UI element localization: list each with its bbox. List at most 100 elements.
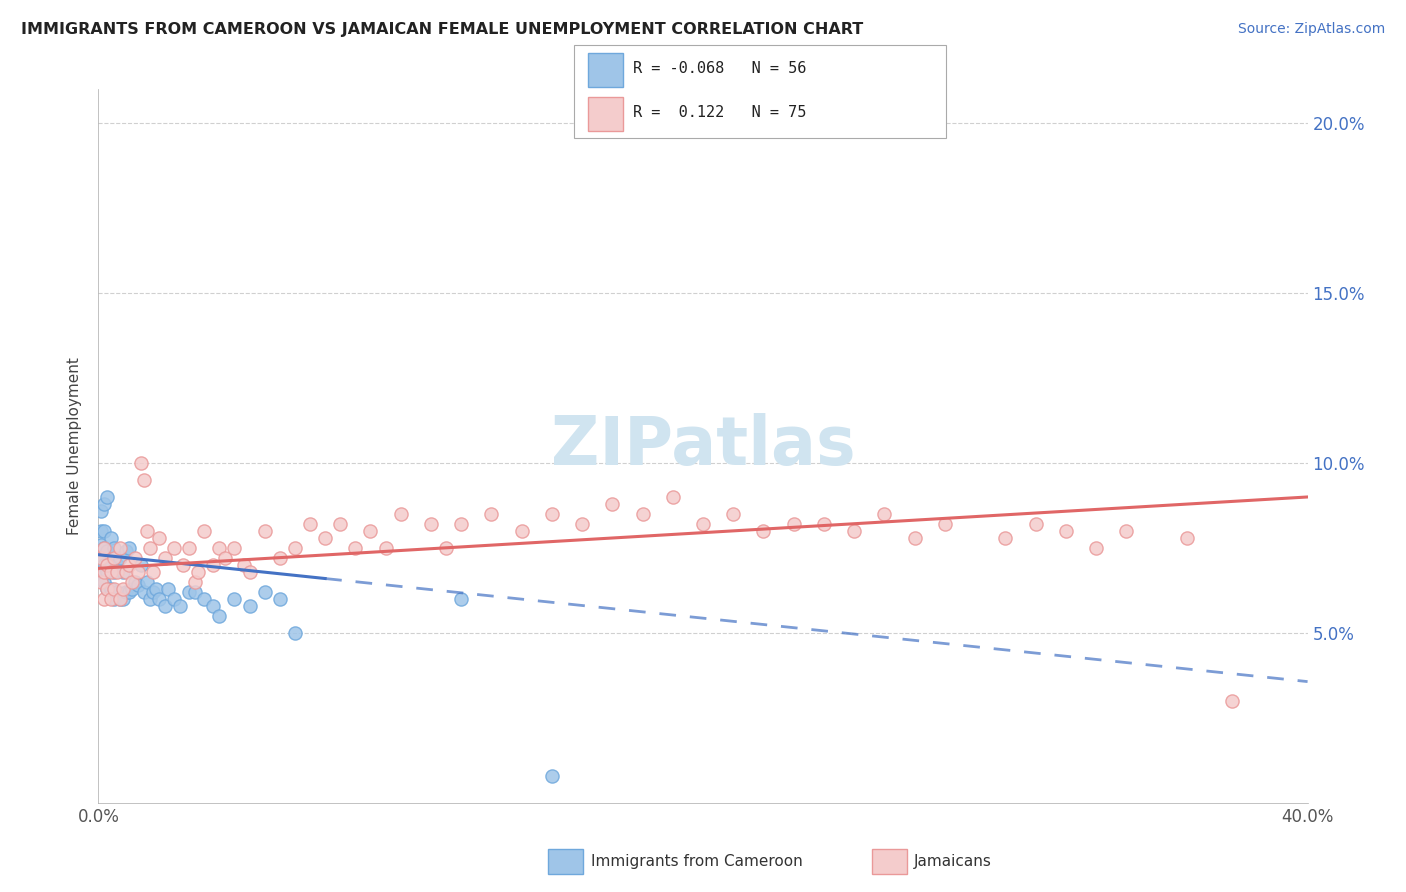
Point [540,507,562,521]
Point [299,517,322,532]
Point [96,544,118,558]
Point [344,541,367,555]
Point [934,517,956,532]
Point [108,551,131,566]
Point [96,558,118,572]
Point [284,541,307,555]
Point [450,517,472,532]
Point [129,456,152,470]
Point [93,591,115,606]
Point [90,551,112,566]
Point [114,565,136,579]
Point [93,565,115,579]
Point [96,490,118,504]
Point [105,558,128,572]
Point [224,591,246,606]
Point [96,565,118,579]
Point [93,541,115,555]
Point [148,531,170,545]
Point [540,769,562,783]
Point [1220,694,1243,708]
Point [132,585,155,599]
Point [100,531,122,545]
Point [224,541,246,555]
Text: Source: ZipAtlas.com: Source: ZipAtlas.com [1237,22,1385,37]
Point [121,582,143,596]
Point [93,558,115,572]
Point [90,537,112,551]
Point [163,591,186,606]
Point [90,565,112,579]
Point [783,517,806,532]
Point [571,517,593,532]
Point [389,507,412,521]
Point [904,531,927,545]
Point [420,517,443,532]
Point [93,541,115,555]
Point [121,574,143,589]
Point [434,541,457,555]
Point [239,565,262,579]
Point [103,591,125,606]
Point [135,574,157,589]
Point [108,591,131,606]
Point [90,503,112,517]
Point [100,591,122,606]
Point [214,551,236,566]
Text: R = -0.068   N = 56: R = -0.068 N = 56 [633,62,806,77]
Point [124,551,146,566]
Point [90,524,112,538]
Point [100,558,122,572]
Point [184,574,207,589]
Point [269,551,291,566]
Point [118,558,141,572]
Point [105,585,128,599]
Point [179,585,201,599]
Point [96,582,118,596]
Text: IMMIGRANTS FROM CAMEROON VS JAMAICAN FEMALE UNEMPLOYMENT CORRELATION CHART: IMMIGRANTS FROM CAMEROON VS JAMAICAN FEM… [21,22,863,37]
Point [93,524,115,538]
Point [111,582,134,596]
Point [253,585,276,599]
Point [127,565,149,579]
Text: Jamaicans: Jamaicans [914,855,991,869]
Point [284,626,307,640]
Point [124,574,146,589]
Point [232,558,254,572]
Point [132,473,155,487]
Point [103,582,125,596]
Point [239,599,262,613]
Point [510,524,533,538]
Point [253,524,276,538]
Point [314,531,336,545]
Point [148,591,170,606]
Point [1175,531,1198,545]
Point [114,585,136,599]
Point [153,599,176,613]
Point [1024,517,1046,532]
Point [108,591,131,606]
Point [156,582,179,596]
Point [153,551,176,566]
Point [129,558,152,572]
Point [661,490,683,504]
Point [374,541,396,555]
Point [142,565,165,579]
Point [145,582,167,596]
Point [752,524,775,538]
Point [184,585,207,599]
Point [111,565,134,579]
Point [844,524,866,538]
Point [103,551,125,566]
Point [1054,524,1077,538]
Point [163,541,186,555]
Point [602,497,624,511]
Point [631,507,654,521]
Point [208,608,231,623]
Point [994,531,1017,545]
Point [100,582,122,596]
Point [202,558,225,572]
Point [450,591,472,606]
Point [108,541,131,555]
Point [118,541,141,555]
